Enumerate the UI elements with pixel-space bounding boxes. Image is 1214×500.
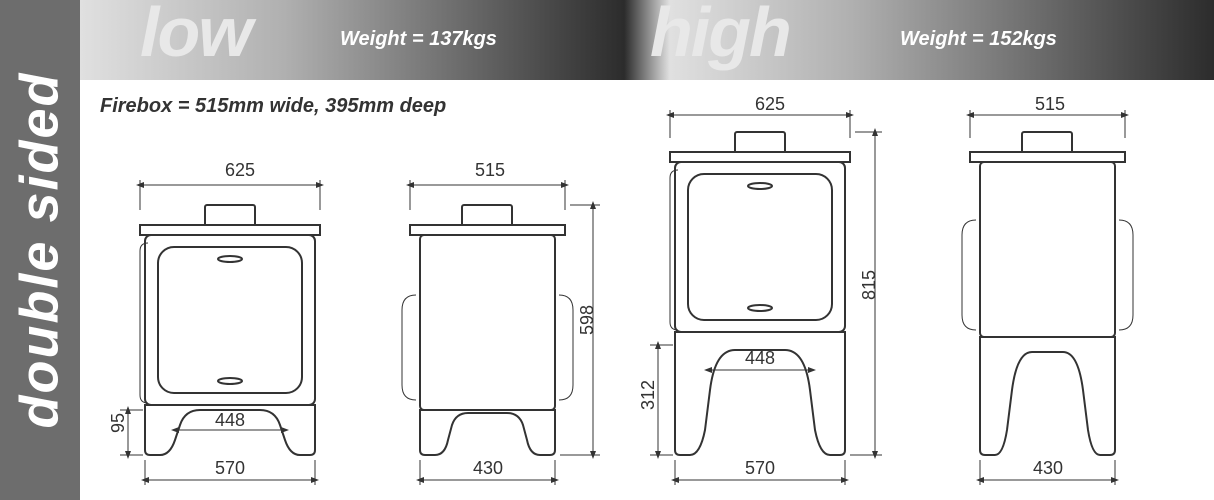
dim-high-front-outer: 570 xyxy=(730,458,790,479)
low-label: low xyxy=(140,0,251,72)
sidebar-label: double sided xyxy=(9,71,71,428)
low-weight: Weight = 137kgs xyxy=(340,28,497,51)
high-label: high xyxy=(650,0,790,72)
dim-high-front-top: 625 xyxy=(740,94,800,115)
dim-low-total-h: 598 xyxy=(577,305,598,335)
dim-high-side-base: 430 xyxy=(1018,458,1078,479)
dim-low-front-leg: 95 xyxy=(108,413,129,433)
dim-high-front-inner: 448 xyxy=(730,348,790,369)
dim-low-front-inner: 448 xyxy=(200,410,260,431)
high-weight: Weight = 152kgs xyxy=(900,28,1057,51)
dim-low-side-top: 515 xyxy=(460,160,520,181)
dim-high-front-leg: 312 xyxy=(638,380,659,410)
sidebar: double sided xyxy=(0,0,80,500)
dim-low-side-base: 430 xyxy=(458,458,518,479)
low-front-diagram xyxy=(110,155,370,495)
dim-high-total-h: 815 xyxy=(859,270,880,300)
dim-low-front-top: 625 xyxy=(210,160,270,181)
dim-high-side-top: 515 xyxy=(1020,94,1080,115)
diagram-area: 625 448 570 95 515 430 598 xyxy=(80,80,1214,500)
dim-low-front-outer: 570 xyxy=(200,458,260,479)
high-side-diagram xyxy=(940,90,1180,495)
header-bar: low Weight = 137kgs high Weight = 152kgs xyxy=(80,0,1214,80)
